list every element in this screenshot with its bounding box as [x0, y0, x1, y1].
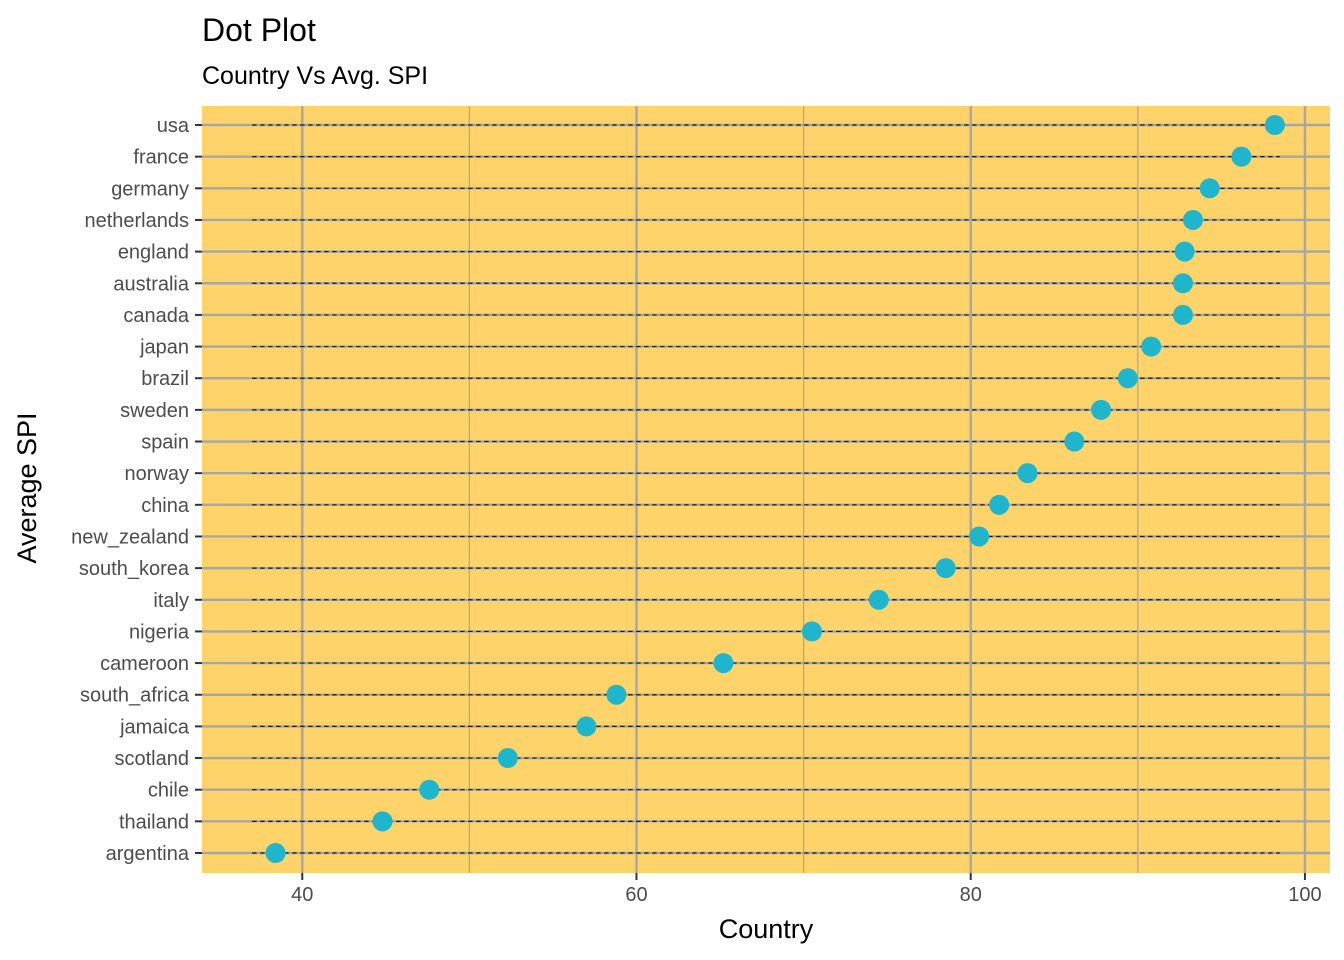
x-tick-label-60: 60 — [625, 884, 647, 906]
y-tick-label-thailand: thailand — [119, 811, 189, 833]
point-thailand — [372, 811, 393, 832]
y-tick-label-netherlands: netherlands — [84, 210, 189, 232]
y-tick-label-south_africa: south_africa — [80, 685, 190, 707]
point-france — [1231, 146, 1252, 167]
point-usa — [1264, 115, 1285, 135]
x-tick-label-40: 40 — [291, 884, 313, 906]
y-tick-label-norway: norway — [125, 463, 189, 485]
y-tick-label-japan: japan — [139, 337, 189, 359]
y-tick-label-france: france — [133, 147, 189, 169]
y-tick-label-germany: germany — [111, 178, 189, 200]
point-england — [1174, 241, 1195, 262]
point-sweden — [1091, 399, 1112, 420]
y-axis-title: Average SPI — [12, 412, 42, 563]
point-norway — [1017, 463, 1038, 484]
y-tick-label-usa: usa — [157, 115, 190, 137]
y-tick-label-nigeria: nigeria — [129, 621, 190, 643]
x-tick-label-100: 100 — [1288, 884, 1321, 906]
y-tick-label-england: england — [118, 242, 189, 264]
y-tick-labels: usa france germany netherlands england austra… — [71, 115, 202, 865]
y-tick-label-south_korea: south_korea — [79, 558, 190, 580]
y-tick-label-australia: australia — [113, 273, 189, 295]
point-japan — [1141, 336, 1162, 357]
point-italy — [868, 589, 889, 610]
point-germany — [1199, 178, 1220, 199]
point-new_zealand — [969, 526, 990, 547]
point-netherlands — [1182, 209, 1203, 230]
point-brazil — [1117, 368, 1138, 389]
point-jamaica — [576, 716, 597, 737]
point-south_africa — [606, 684, 627, 705]
y-tick-label-spain: spain — [141, 432, 189, 454]
point-china — [989, 494, 1010, 515]
y-tick-label-brazil: brazil — [141, 368, 189, 390]
y-tick-label-italy: italy — [153, 590, 189, 612]
y-tick-label-china: china — [141, 495, 190, 517]
point-nigeria — [801, 621, 822, 642]
x-tick-labels: 40 60 80 100 — [291, 873, 1322, 906]
plot-panel — [202, 106, 1330, 873]
point-spain — [1064, 431, 1085, 452]
y-tick-label-canada: canada — [123, 305, 189, 327]
y-tick-label-chile: chile — [148, 780, 189, 802]
point-argentina — [265, 843, 286, 863]
chart-subtitle: Country Vs Avg. SPI — [202, 62, 428, 90]
y-tick-label-new_zealand: new_zealand — [71, 526, 189, 548]
y-tick-label-sweden: sweden — [120, 400, 189, 422]
point-scotland — [497, 748, 518, 769]
point-canada — [1172, 304, 1193, 325]
point-south_korea — [935, 558, 956, 579]
point-australia — [1172, 273, 1193, 294]
dashed-segments — [252, 124, 1280, 854]
chart-title: Dot Plot — [202, 12, 316, 48]
x-axis-title: Country — [719, 914, 814, 944]
y-tick-label-argentina: argentina — [106, 843, 190, 865]
point-cameroon — [713, 653, 734, 674]
y-tick-label-jamaica: jamaica — [119, 716, 190, 738]
point-chile — [419, 779, 440, 800]
data-points — [265, 115, 1285, 863]
y-tick-label-cameroon: cameroon — [100, 653, 189, 675]
x-tick-label-80: 80 — [960, 884, 982, 906]
y-tick-label-scotland: scotland — [115, 748, 190, 770]
